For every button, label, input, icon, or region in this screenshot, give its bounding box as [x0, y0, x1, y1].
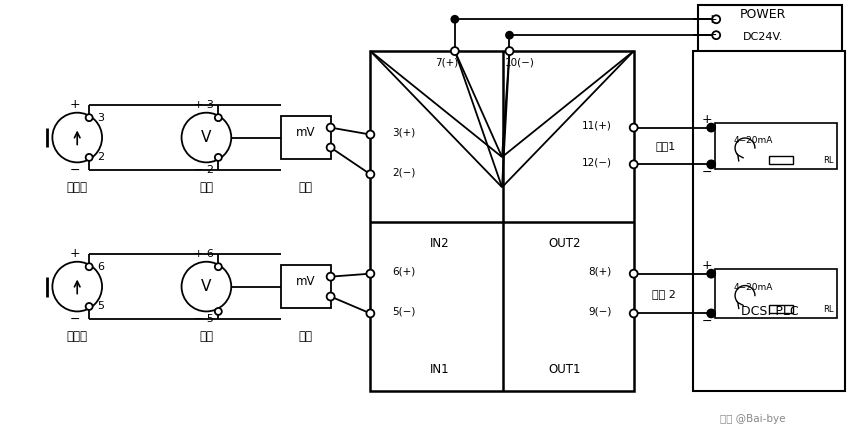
Text: + 3: + 3 [195, 100, 214, 110]
Text: DCS. PLC: DCS. PLC [740, 305, 798, 318]
Circle shape [630, 124, 638, 132]
Circle shape [86, 263, 93, 270]
Text: 电压: 电压 [200, 330, 213, 343]
Text: 电流源: 电流源 [67, 181, 87, 194]
Text: 毫伏: 毫伏 [299, 181, 313, 194]
Circle shape [712, 31, 720, 39]
Circle shape [327, 273, 334, 281]
Text: + 6: + 6 [195, 249, 214, 259]
Circle shape [52, 262, 102, 312]
Circle shape [630, 309, 638, 317]
Text: mV: mV [296, 126, 315, 139]
Circle shape [708, 270, 715, 277]
Circle shape [182, 262, 231, 312]
Circle shape [707, 124, 716, 132]
Circle shape [630, 160, 638, 168]
Bar [770, 305, 794, 313]
Circle shape [707, 270, 716, 278]
Text: 2: 2 [97, 152, 105, 162]
Circle shape [630, 270, 638, 278]
Text: 电压: 电压 [200, 181, 213, 194]
Text: mV: mV [296, 275, 315, 288]
Circle shape [708, 124, 715, 131]
Circle shape [215, 308, 222, 315]
Text: +: + [701, 113, 712, 126]
Circle shape [215, 263, 222, 270]
Text: 12(−): 12(−) [582, 157, 612, 168]
Circle shape [86, 303, 93, 310]
Text: 通道 2: 通道 2 [651, 289, 675, 298]
Text: −: − [701, 315, 712, 328]
Text: +: + [706, 13, 716, 26]
Text: V: V [201, 130, 212, 145]
Circle shape [327, 124, 334, 132]
Text: 5: 5 [97, 301, 104, 312]
Text: 11(+): 11(+) [582, 121, 612, 130]
Circle shape [708, 310, 715, 317]
Text: 3(+): 3(+) [393, 128, 416, 137]
Circle shape [86, 114, 93, 121]
Text: − 2: − 2 [195, 165, 214, 175]
Text: IN1: IN1 [430, 362, 450, 376]
Text: 知乎 @Bai-bye: 知乎 @Bai-bye [720, 414, 786, 424]
Text: 9(−): 9(−) [589, 306, 612, 316]
Text: 2(−): 2(−) [393, 168, 416, 177]
Circle shape [367, 270, 375, 278]
Text: 8(+): 8(+) [589, 267, 612, 277]
Text: − 5: − 5 [195, 314, 214, 324]
Text: +: + [701, 259, 712, 272]
Bar [370, 51, 633, 391]
Text: 4−20mA: 4−20mA [733, 136, 772, 145]
Text: 7(+): 7(+) [435, 58, 458, 68]
Circle shape [367, 170, 375, 178]
Circle shape [707, 160, 716, 168]
Text: 3: 3 [97, 113, 104, 122]
Text: +: + [70, 98, 81, 111]
Circle shape [367, 309, 375, 317]
Text: V: V [201, 279, 212, 294]
Circle shape [215, 114, 222, 121]
Text: −: − [701, 166, 712, 179]
Text: IN2: IN2 [430, 237, 450, 250]
Text: 10(−): 10(−) [505, 58, 535, 68]
Text: −: − [70, 164, 81, 177]
Circle shape [367, 130, 375, 138]
Text: +: + [70, 247, 81, 260]
Circle shape [708, 161, 715, 168]
Circle shape [506, 47, 513, 55]
Text: POWER: POWER [740, 8, 786, 21]
Circle shape [506, 32, 513, 38]
Circle shape [452, 16, 458, 23]
Text: −: − [70, 313, 81, 326]
Text: 毫伏: 毫伏 [299, 330, 313, 343]
Circle shape [451, 47, 458, 55]
Circle shape [327, 144, 334, 152]
Text: OUT2: OUT2 [548, 237, 580, 250]
Bar [693, 51, 845, 391]
Text: 6: 6 [97, 262, 104, 272]
Text: RL: RL [823, 156, 834, 165]
Circle shape [86, 154, 93, 161]
Bar [716, 269, 837, 318]
Circle shape [215, 154, 222, 161]
Text: RL: RL [823, 305, 834, 314]
Bar [770, 156, 794, 164]
Circle shape [182, 113, 231, 162]
Text: −: − [706, 29, 716, 42]
Bar [716, 122, 837, 169]
Bar [281, 265, 331, 309]
Circle shape [712, 15, 720, 23]
Bar [698, 5, 842, 53]
Circle shape [707, 309, 716, 317]
Circle shape [52, 113, 102, 162]
Circle shape [327, 293, 334, 301]
Bar [281, 116, 331, 160]
Text: 4−20mA: 4−20mA [733, 283, 772, 292]
Text: 电流源: 电流源 [67, 330, 87, 343]
Text: 5(−): 5(−) [393, 306, 416, 316]
Text: 6(+): 6(+) [393, 267, 416, 277]
Text: OUT1: OUT1 [548, 362, 580, 376]
Text: 通道1: 通道1 [656, 141, 675, 151]
Text: DC24V.: DC24V. [743, 32, 783, 42]
